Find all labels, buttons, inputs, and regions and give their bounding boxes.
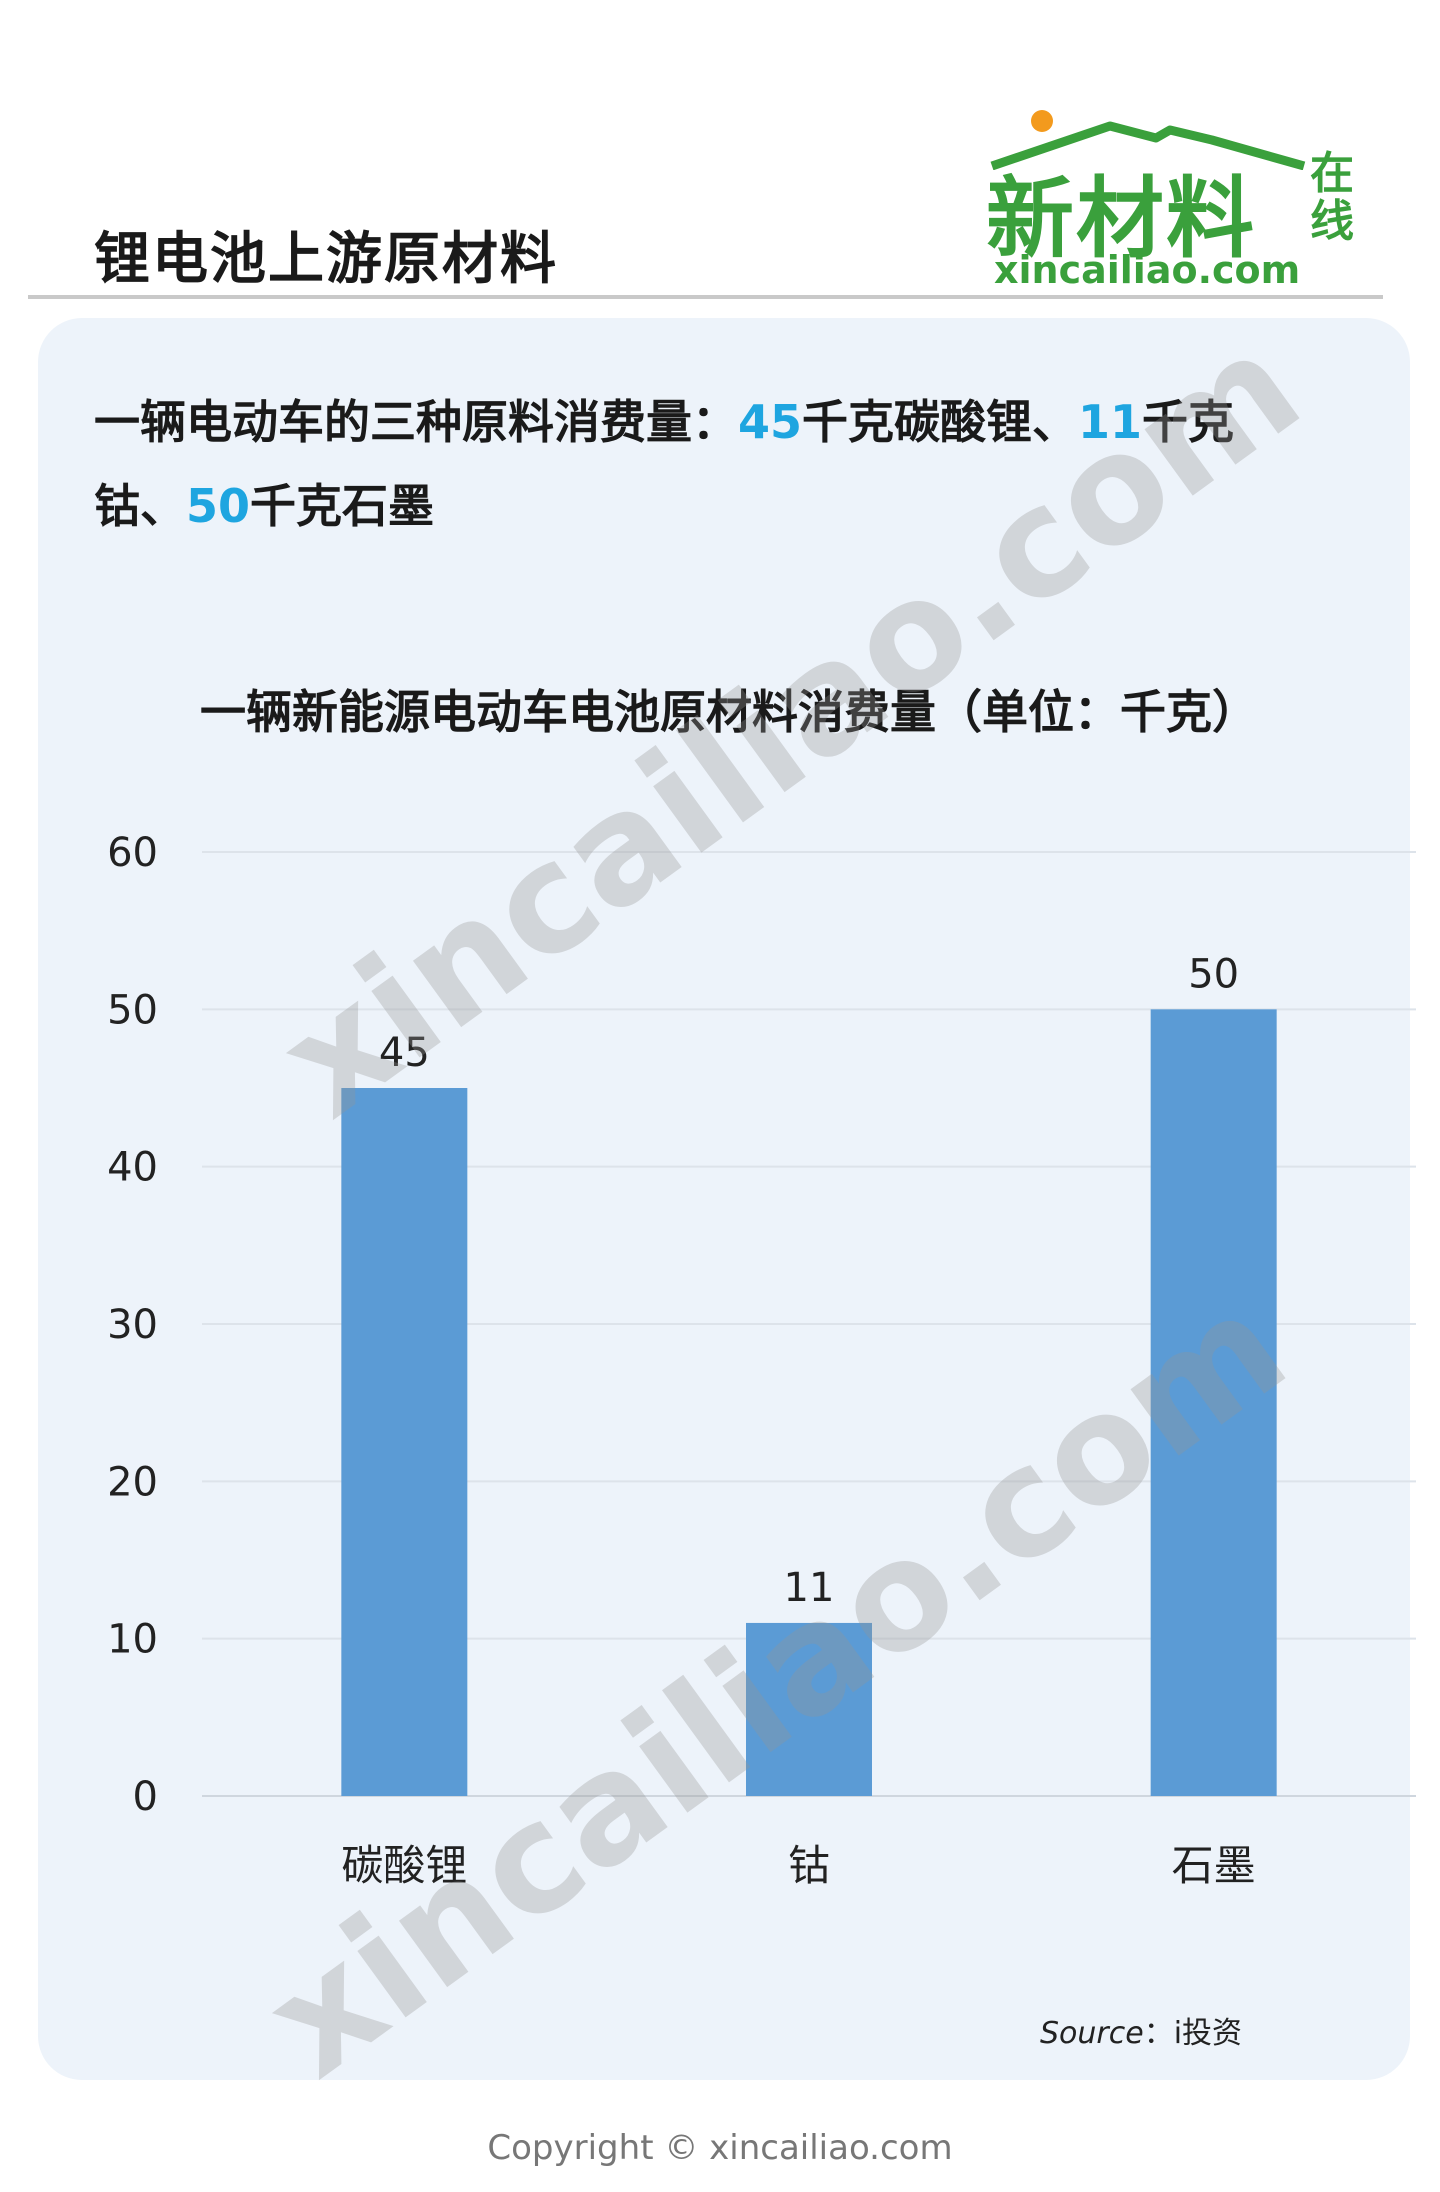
y-tick-label: 0	[133, 1774, 158, 1820]
source-value: i投资	[1173, 2016, 1243, 2051]
intro-value-graphite: 50	[186, 479, 251, 533]
intro-text: 一辆电动车的三种原料消费量：45千克碳酸锂、11千克钴、50千克石墨	[94, 380, 1274, 548]
bar-value-label: 11	[784, 1565, 835, 1611]
intro-value-lithium: 45	[738, 395, 803, 449]
copyright-text: Copyright © xincailiao.com	[487, 2128, 953, 2168]
intro-part2: 千克碳酸锂、	[802, 395, 1079, 449]
y-tick-label: 20	[107, 1459, 158, 1505]
logo-domain-text: xincailiao.com	[994, 248, 1301, 292]
bar-value-label: 45	[379, 1030, 430, 1076]
bar	[1150, 1009, 1277, 1796]
x-category-label: 钴	[788, 1841, 830, 1890]
y-tick-label: 60	[107, 830, 158, 876]
logo-roof-icon	[990, 121, 1306, 170]
bars	[341, 1009, 1277, 1796]
chart-title: 一辆新能源电动车电池原材料消费量（单位：千克）	[200, 685, 1258, 739]
x-axis-categories: 碳酸锂 钴 石墨	[341, 1841, 1255, 1890]
intro-part3: 千克钴、	[94, 395, 1235, 533]
x-category-label: 碳酸锂	[341, 1841, 467, 1890]
source-note: Source：i投资	[1040, 2008, 1242, 2052]
data-labels: 45 11 50	[379, 951, 1239, 1611]
page-title: 锂电池上游原材料	[94, 227, 558, 292]
intro-part1: 一辆电动车的三种原料消费量：	[94, 395, 738, 449]
intro-value-cobalt: 11	[1078, 395, 1143, 449]
logo-dot-icon	[1031, 110, 1053, 132]
intro-part4: 千克石墨	[250, 479, 435, 533]
source-separator: ：	[1143, 2016, 1174, 2051]
y-tick-label: 50	[107, 987, 158, 1033]
y-tick-label: 30	[107, 1302, 158, 1348]
brand-logo: 新材料 在线 xincailiao.com	[980, 110, 1380, 292]
logo-main-text: 新材料	[986, 167, 1257, 270]
y-tick-label: 40	[107, 1145, 158, 1191]
y-axis-ticks: 0 10 20 30 40 50 60	[107, 830, 158, 1820]
bar	[746, 1622, 872, 1796]
y-tick-label: 10	[107, 1617, 158, 1663]
bar	[341, 1088, 468, 1796]
bar-value-label: 50	[1188, 951, 1239, 997]
x-category-label: 石墨	[1172, 1841, 1256, 1890]
source-label: Source	[1040, 2016, 1144, 2051]
header-divider	[28, 295, 1383, 299]
logo-side-text: 在线	[1310, 148, 1354, 247]
